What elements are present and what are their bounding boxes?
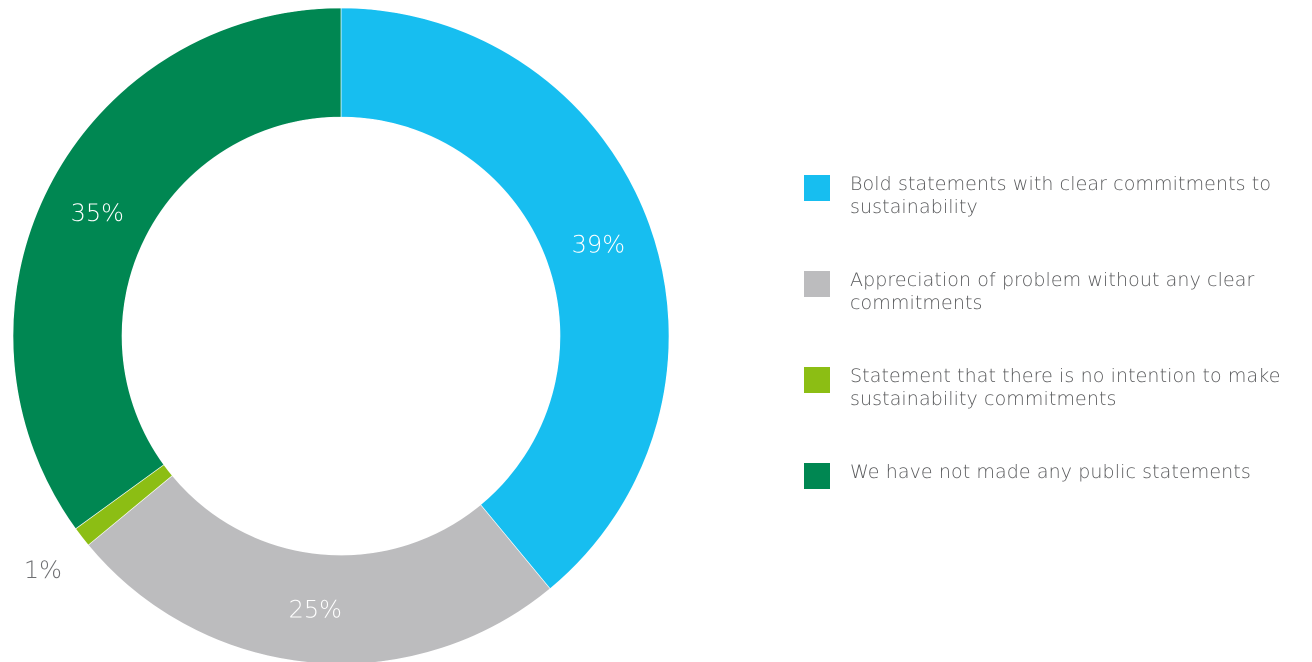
legend-item-appreciation: Appreciation of problem without any clea… xyxy=(804,269,1310,314)
slice-bold-statements-with xyxy=(340,7,670,590)
slice-we-have-not xyxy=(12,7,342,530)
legend-swatch xyxy=(804,175,830,201)
slice-labels: 39% 25% 1% 35% xyxy=(24,199,625,623)
slice-label-we-have-not: 35% xyxy=(71,199,124,227)
legend-swatch xyxy=(804,271,830,297)
chart-legend: Bold statements with clear commitments t… xyxy=(804,173,1310,489)
legend-swatch xyxy=(804,367,830,393)
legend-swatch xyxy=(804,463,830,489)
legend-label: Appreciation of problem without any clea… xyxy=(850,269,1255,314)
donut-chart: 39% 25% 1% 35% xyxy=(12,7,670,662)
donut-slices xyxy=(12,7,670,662)
legend-item-no-intention: Statement that there is no intention to … xyxy=(804,365,1310,410)
legend-label: Bold statements with clear commitments t… xyxy=(850,173,1272,218)
legend-item-no-public-statements: We have not made any public statements xyxy=(804,461,1310,489)
slice-label-statement-that-there: 1% xyxy=(24,556,62,584)
slice-label-bold-statements-with: 39% xyxy=(572,230,625,258)
slice-label-appreciation-of-problem: 25% xyxy=(289,595,342,623)
legend-item-bold-statements: Bold statements with clear commitments t… xyxy=(804,173,1310,218)
slice-appreciation-of-problem xyxy=(87,475,551,662)
legend-label: We have not made any public statements xyxy=(850,461,1251,483)
legend-label: Statement that there is no intention to … xyxy=(850,365,1281,410)
